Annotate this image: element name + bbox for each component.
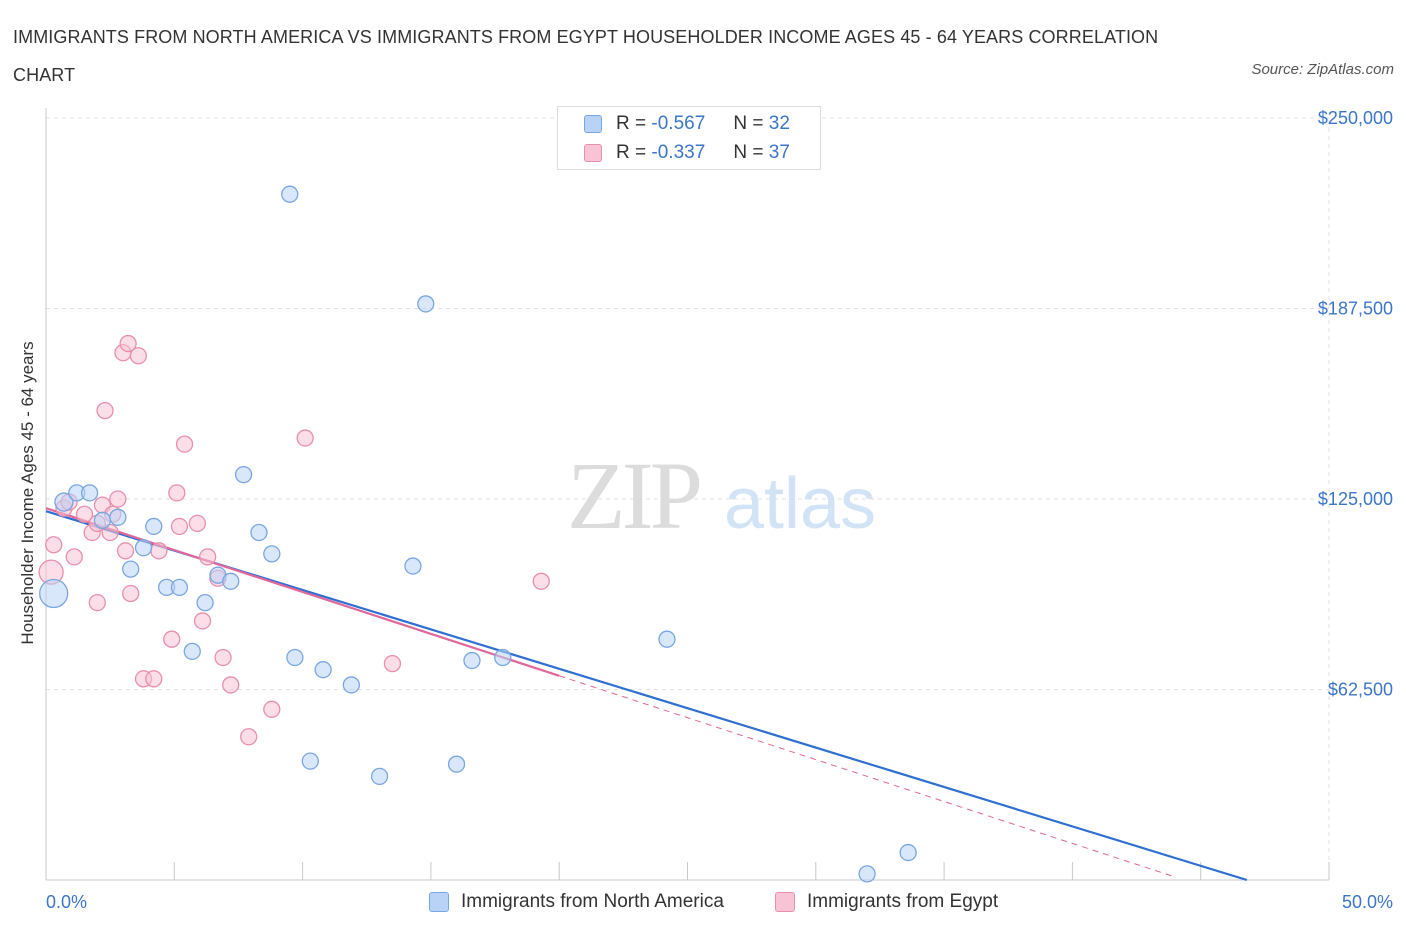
north-america-point xyxy=(93,511,112,529)
trend-line-egypt xyxy=(45,507,560,677)
north-america-point xyxy=(370,767,389,786)
egypt-point xyxy=(119,334,137,353)
egypt-point xyxy=(109,490,127,508)
legend-swatch-egypt xyxy=(584,144,602,162)
y-axis-label: Householder Income Ages 45 - 64 years xyxy=(18,341,37,645)
egypt-point xyxy=(263,700,281,718)
legend-swatch-north-america xyxy=(584,115,602,133)
egypt-point xyxy=(170,517,189,536)
north-america-point xyxy=(80,484,99,502)
north-america-point xyxy=(286,648,304,667)
egypt-point xyxy=(163,630,181,648)
legend-n-value-egypt: 37 xyxy=(768,142,790,163)
egypt-point xyxy=(222,676,240,694)
legend-n-label: N = xyxy=(733,142,764,163)
bottom-legend-egypt: Immigrants from Egypt xyxy=(775,888,998,916)
north-america-point xyxy=(122,560,140,578)
egypt-point xyxy=(199,548,217,566)
chart-title: IMMIGRANTS FROM NORTH AMERICA VS IMMIGRA… xyxy=(13,27,1159,85)
north-america-point xyxy=(54,492,74,512)
egypt-point xyxy=(214,648,232,667)
legend-r-label: R = xyxy=(616,113,647,134)
north-america-point xyxy=(281,185,299,203)
egypt-point xyxy=(88,593,106,612)
north-america-point xyxy=(222,572,240,590)
watermark: ZIP atlas xyxy=(567,442,876,549)
north-america-point xyxy=(899,843,917,862)
north-america-point xyxy=(196,593,214,612)
trend-lines xyxy=(45,507,1248,882)
egypt-point xyxy=(116,542,135,560)
north-america-point xyxy=(658,630,676,648)
egypt-point xyxy=(65,548,83,566)
bottom-legend-north-america: Immigrants from North America xyxy=(429,888,724,916)
egypt-point xyxy=(168,484,186,502)
egypt-point xyxy=(175,435,194,453)
egypt-point xyxy=(150,542,168,560)
watermark-zip: ZIP xyxy=(567,442,700,549)
egypt-point xyxy=(101,523,119,542)
x-tick-label-max: 50.0% xyxy=(1342,892,1393,912)
bottom-legend-label-north-america: Immigrants from North America xyxy=(461,891,724,912)
legend-r-value-egypt: -0.337 xyxy=(651,142,706,163)
legend-r-label: R = xyxy=(616,142,647,163)
legend-n-value-north-america: 32 xyxy=(768,113,790,134)
north-america-point xyxy=(417,295,435,313)
y-tick-label: $62,500 xyxy=(1328,680,1393,700)
correlation-legend: R = -0.567 N = 32 R = -0.337 N = 37 xyxy=(557,106,821,170)
egypt-point xyxy=(96,401,114,420)
north-america-point xyxy=(145,517,163,536)
y-tick-label: $125,000 xyxy=(1318,489,1393,509)
north-america-point xyxy=(301,752,319,770)
north-america-point xyxy=(342,676,361,694)
egypt-point xyxy=(145,670,163,688)
legend-row-north-america: R = -0.567 N = 32 xyxy=(584,112,790,136)
x-tick-label-min: 0.0% xyxy=(46,892,87,912)
north-america-point xyxy=(109,508,127,526)
bottom-legend-swatch-north-america xyxy=(429,892,449,912)
north-america-point xyxy=(858,865,876,883)
axes xyxy=(45,108,1330,881)
north-america-point xyxy=(250,523,268,542)
north-america-points xyxy=(39,185,917,883)
north-america-point xyxy=(39,578,69,609)
north-america-point xyxy=(314,661,332,679)
egypt-point xyxy=(45,536,63,554)
north-america-point xyxy=(134,539,153,557)
north-america-point xyxy=(447,755,466,773)
bottom-legend-label-egypt: Immigrants from Egypt xyxy=(807,891,999,912)
tick-labels: $62,500 $125,000 $187,500 $250,000 0.0% 50.0% xyxy=(46,108,1393,912)
egypt-point xyxy=(532,572,550,590)
trend-line-egypt-extension xyxy=(559,675,1176,878)
legend-r-value-north-america: -0.567 xyxy=(651,113,706,134)
north-america-point xyxy=(404,557,422,575)
y-tick-label: $187,500 xyxy=(1318,299,1393,319)
watermark-atlas: atlas xyxy=(724,464,876,544)
egypt-point xyxy=(122,584,140,603)
egypt-point xyxy=(75,505,94,523)
egypt-point xyxy=(296,429,314,447)
north-america-point xyxy=(494,648,512,667)
north-america-point xyxy=(234,465,253,484)
north-america-point xyxy=(463,651,481,670)
north-america-point xyxy=(183,642,201,661)
bottom-legend-swatch-egypt xyxy=(775,892,795,912)
egypt-points xyxy=(38,334,550,746)
egypt-point xyxy=(383,654,402,673)
north-america-point xyxy=(263,545,281,563)
egypt-point xyxy=(193,612,212,630)
egypt-point xyxy=(240,728,258,746)
y-tick-label: $250,000 xyxy=(1318,108,1393,128)
legend-row-egypt: R = -0.337 N = 37 xyxy=(584,141,790,165)
egypt-point xyxy=(129,347,148,365)
source-credit: Source: ZipAtlas.com xyxy=(1251,61,1394,78)
egypt-point xyxy=(188,514,207,533)
legend-n-label: N = xyxy=(733,113,764,134)
north-america-point xyxy=(170,578,189,597)
